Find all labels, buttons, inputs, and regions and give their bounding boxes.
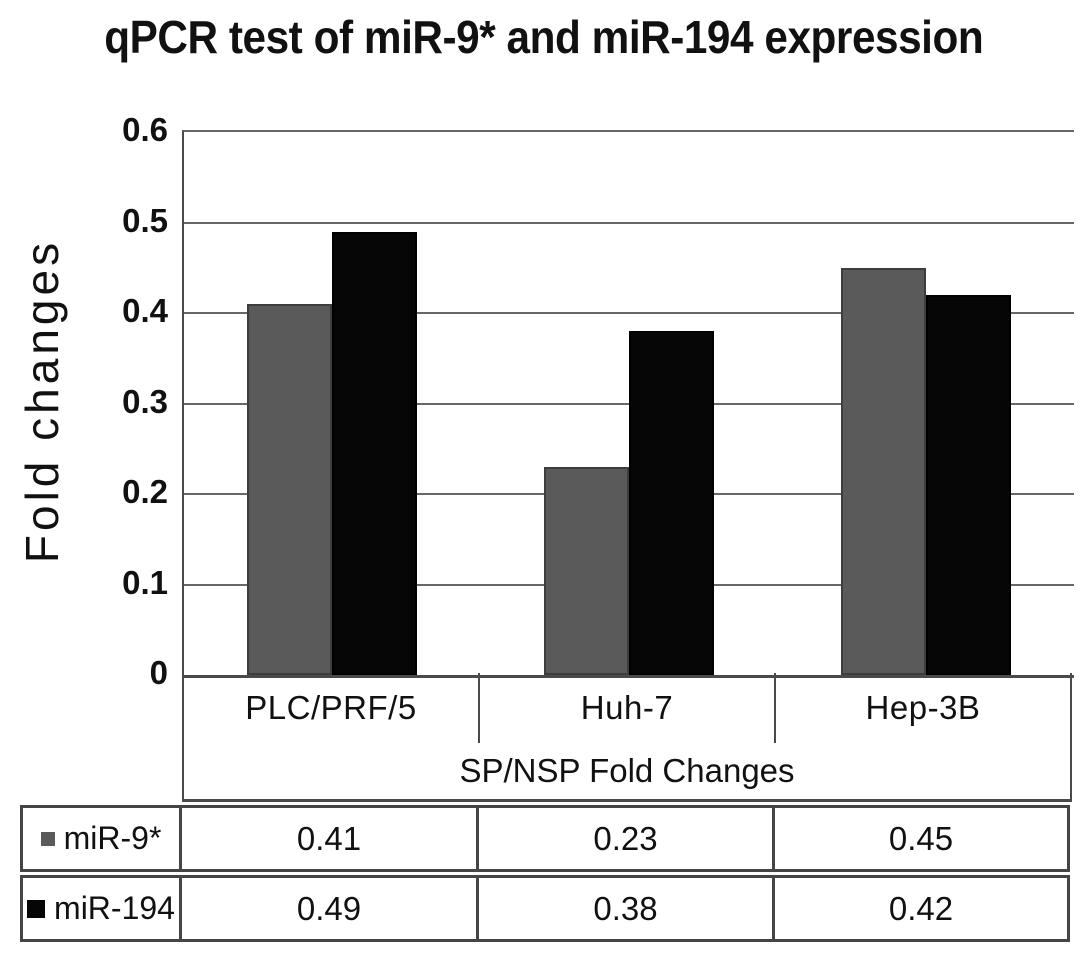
legend-label-mir-9: miR-9* xyxy=(63,820,162,856)
chart-title-text: qPCR test of miR-9* and miR-194 expressi… xyxy=(103,11,984,63)
category-label-hep-3b: Hep-3B xyxy=(865,689,981,726)
x-axis-category-row: PLC/PRF/5 Huh-7 Hep-3B xyxy=(182,673,1072,743)
bar-mir-194-hep-3b xyxy=(925,294,1011,675)
mir-9-legend-swatch-icon xyxy=(40,831,55,846)
table-cell-mir-9-hep3b: 0.45 xyxy=(888,819,954,857)
table-cell-mir-194-plc: 0.49 xyxy=(182,878,479,939)
table-row-mir-9: miR-9* 0.41 0.23 0.45 xyxy=(20,805,1070,872)
legend-item-mir-194: miR-194 xyxy=(23,878,182,939)
bar-mir-194-plc-prf-5 xyxy=(332,231,418,675)
y-tick-label-0: 0 xyxy=(149,654,168,691)
gridline xyxy=(184,221,1074,224)
legend-label-mir-194: miR-194 xyxy=(54,890,175,926)
bar-mir-194-huh-7 xyxy=(629,331,714,675)
bar-mir-9-huh-7 xyxy=(544,466,629,675)
category-label-plc-prf-5: PLC/PRF/5 xyxy=(184,673,480,743)
y-tick-label-0-2: 0.2 xyxy=(122,473,168,510)
gridline xyxy=(184,312,1074,314)
category-label-huh-7: Huh-7 xyxy=(480,673,776,743)
x-axis-title: SP/NSP Fold Changes xyxy=(182,743,1072,802)
legend-item-mir-9: miR-9* xyxy=(23,808,182,869)
table-cell-mir-9-plc: 0.41 xyxy=(182,808,479,869)
y-axis-ticks: 0.6 0.5 0.4 0.3 0.2 0.1 0 xyxy=(0,0,168,720)
plot-area xyxy=(182,130,1074,678)
mir-194-legend-swatch-icon xyxy=(27,899,46,918)
y-tick-label-0-4: 0.4 xyxy=(122,292,168,329)
y-tick-label-0-5: 0.5 xyxy=(122,201,168,239)
table-row-mir-194: miR-194 0.49 0.38 0.42 xyxy=(20,875,1070,942)
y-tick-label-0-3: 0.3 xyxy=(122,382,168,420)
y-tick-label-0-1: 0.1 xyxy=(122,563,168,601)
table-cell-mir-9-huh7: 0.23 xyxy=(479,808,775,869)
bar-mir-9-plc-prf-5 xyxy=(247,303,333,675)
y-tick-label-0-6: 0.6 xyxy=(122,111,168,148)
x-axis-line xyxy=(182,675,1074,678)
chart-title: qPCR test of miR-9* and miR-194 expressi… xyxy=(0,10,1087,64)
bar-mir-9-hep-3b xyxy=(840,267,926,675)
table-cell-mir-194-hep3b: 0.42 xyxy=(888,889,954,927)
table-cell-mir-194-huh7: 0.38 xyxy=(479,878,775,939)
